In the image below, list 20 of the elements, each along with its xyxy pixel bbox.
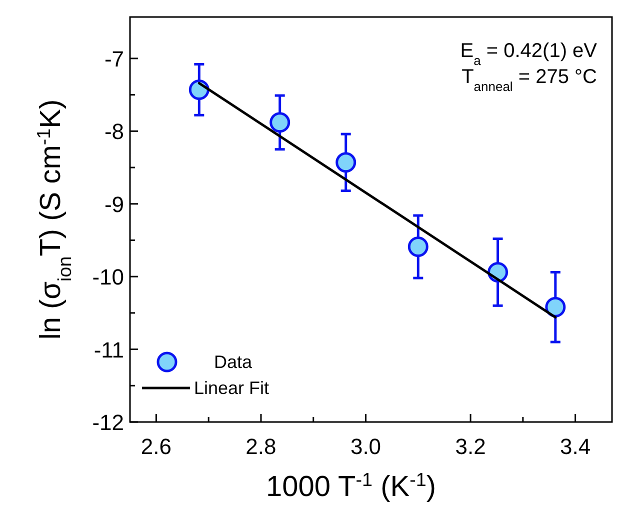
y-tick-label: -11 — [94, 337, 124, 362]
annotation: T$_{anneal}$ = 275 °C — [462, 66, 597, 94]
y-tick-label: -10 — [92, 264, 124, 290]
legend-label: Data — [214, 352, 254, 372]
point — [545, 296, 566, 318]
x-tick-label: 2.8 — [246, 434, 276, 459]
y-tick-label: -8 — [104, 119, 124, 144]
point — [270, 112, 290, 133]
y-tick-label: -7 — [104, 46, 124, 72]
point — [336, 152, 356, 173]
x-tick-label: 3.2 — [455, 434, 486, 459]
x-tick-label: 3.4 — [560, 434, 591, 459]
y-tick-label: -9 — [104, 192, 124, 217]
x-tick-label: 2.6 — [140, 434, 172, 459]
annotation: E$_{a}$ = 0.42(1) eV — [460, 40, 598, 68]
point — [408, 236, 428, 258]
y-tick-label: -12 — [92, 410, 124, 435]
x-axis-title: 1000 T$^{-1}$ (K$^{-1}$) — [266, 468, 436, 503]
text: 3.0 — [350, 434, 382, 459]
legend-label: Linear Fit — [194, 378, 270, 398]
